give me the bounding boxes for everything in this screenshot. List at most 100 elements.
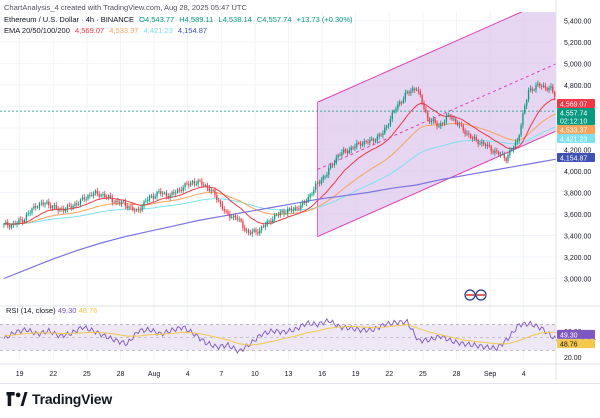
candle-body (85, 198, 87, 200)
candle-body (27, 213, 29, 215)
candle-body (386, 126, 388, 128)
candle-body (330, 164, 332, 169)
candle-body (223, 209, 225, 211)
candle-body (148, 196, 151, 200)
candle-body (64, 209, 67, 212)
candle-body (135, 209, 138, 211)
candle-body (3, 223, 5, 225)
candle-body (124, 201, 126, 206)
candle-body (165, 192, 168, 197)
candle-body (509, 150, 511, 156)
candle-body (130, 206, 132, 208)
candle-body (212, 189, 214, 191)
candle-body (529, 88, 532, 91)
candle-body (372, 138, 375, 142)
candle-body (92, 193, 95, 196)
candle-body (408, 91, 410, 94)
candle-body (119, 202, 121, 204)
candle-body (451, 116, 453, 119)
rsi-ma-tag-label: 48.76 (560, 342, 578, 349)
candle-body (128, 206, 130, 209)
x-tick-label: 28 (117, 371, 125, 378)
candle-body (505, 158, 507, 162)
candle-body (516, 140, 518, 143)
created-by-text: ChartAnalysis_4 created with TradingView… (4, 3, 247, 12)
candle-body (270, 220, 272, 223)
candle-body (468, 133, 470, 135)
candle-body (107, 195, 110, 198)
candle-body (438, 126, 440, 127)
candle-body (264, 225, 266, 227)
candle-body (238, 218, 240, 220)
candle-body (169, 194, 171, 198)
candle-body (160, 191, 162, 194)
candle-body (175, 192, 177, 194)
candle-body (106, 197, 108, 198)
candle-body (111, 197, 113, 203)
candle-body (414, 88, 416, 90)
candle-body (311, 194, 313, 195)
x-tick-label: 19 (16, 371, 24, 378)
rsi-tick-label: 20.00 (564, 355, 582, 362)
candle-body (305, 201, 308, 204)
price-plot[interactable] (3, 0, 600, 280)
candle-body (352, 147, 354, 149)
price-tick-label: 4,000.00 (564, 169, 591, 176)
candle-body (163, 192, 166, 194)
symbol-title[interactable]: Ethereum / U.S. Dollar · 4h · BINANCE (4, 15, 135, 24)
candle-body (117, 200, 119, 203)
price-tag (557, 125, 595, 134)
price-tick-label: 5,200.00 (564, 40, 591, 47)
rsi-value-tag (557, 329, 595, 339)
candle-body (79, 199, 82, 205)
candle-body (511, 149, 513, 151)
candle-body (486, 144, 489, 147)
candle-body (182, 187, 184, 191)
candle-body (197, 180, 199, 184)
ema100-value: 4,421.23 (143, 26, 173, 35)
low-value: L4,538.14 (218, 15, 252, 24)
candle-body (87, 195, 89, 199)
rsi-header: RSI (14, close) 49.30 48.76 (6, 306, 97, 315)
candle-body (259, 230, 261, 234)
candle-body (494, 150, 496, 153)
candle-body (31, 208, 33, 213)
candle-body (76, 203, 78, 205)
candle-body (389, 118, 392, 126)
candle-body (363, 141, 365, 145)
candle-body (496, 150, 498, 152)
ema-label[interactable]: EMA 20/50/100/200 (4, 26, 70, 35)
candle-body (186, 183, 188, 185)
footer-bar: TradingView (0, 383, 600, 414)
candle-body (365, 141, 367, 142)
price-tick-label: 4,800.00 (564, 83, 591, 90)
candle-body (66, 205, 69, 210)
candle-body (421, 94, 423, 104)
candle-body (326, 174, 328, 177)
channel-lower-line (317, 130, 556, 238)
ema-row: EMA 20/50/100/200 4,569.07 4,533.37 4,42… (4, 26, 210, 35)
candle-body (453, 118, 455, 120)
candle-body (154, 196, 156, 199)
candle-body (307, 197, 309, 202)
candle-body (328, 168, 330, 175)
change-value: +13.73 (+0.30%) (296, 15, 353, 24)
candle-body (412, 88, 414, 92)
candle-body (447, 114, 449, 117)
tradingview-logo-icon[interactable] (6, 392, 28, 406)
candle-body (537, 83, 539, 86)
candle-body (42, 202, 44, 205)
candle-body (335, 157, 337, 163)
rsi-ma-line (3, 323, 587, 346)
x-tick-label: Sep (484, 371, 497, 378)
price-tick-label: 3,800.00 (564, 191, 591, 198)
rsi-label[interactable]: RSI (14, close) (6, 306, 56, 315)
tradingview-brand[interactable]: TradingView (32, 391, 113, 407)
candle-body (552, 86, 554, 92)
candle-body (132, 207, 134, 211)
x-tick-label: 13 (285, 371, 293, 378)
x-tick-label: 25 (83, 371, 91, 378)
candle-body (94, 190, 97, 194)
